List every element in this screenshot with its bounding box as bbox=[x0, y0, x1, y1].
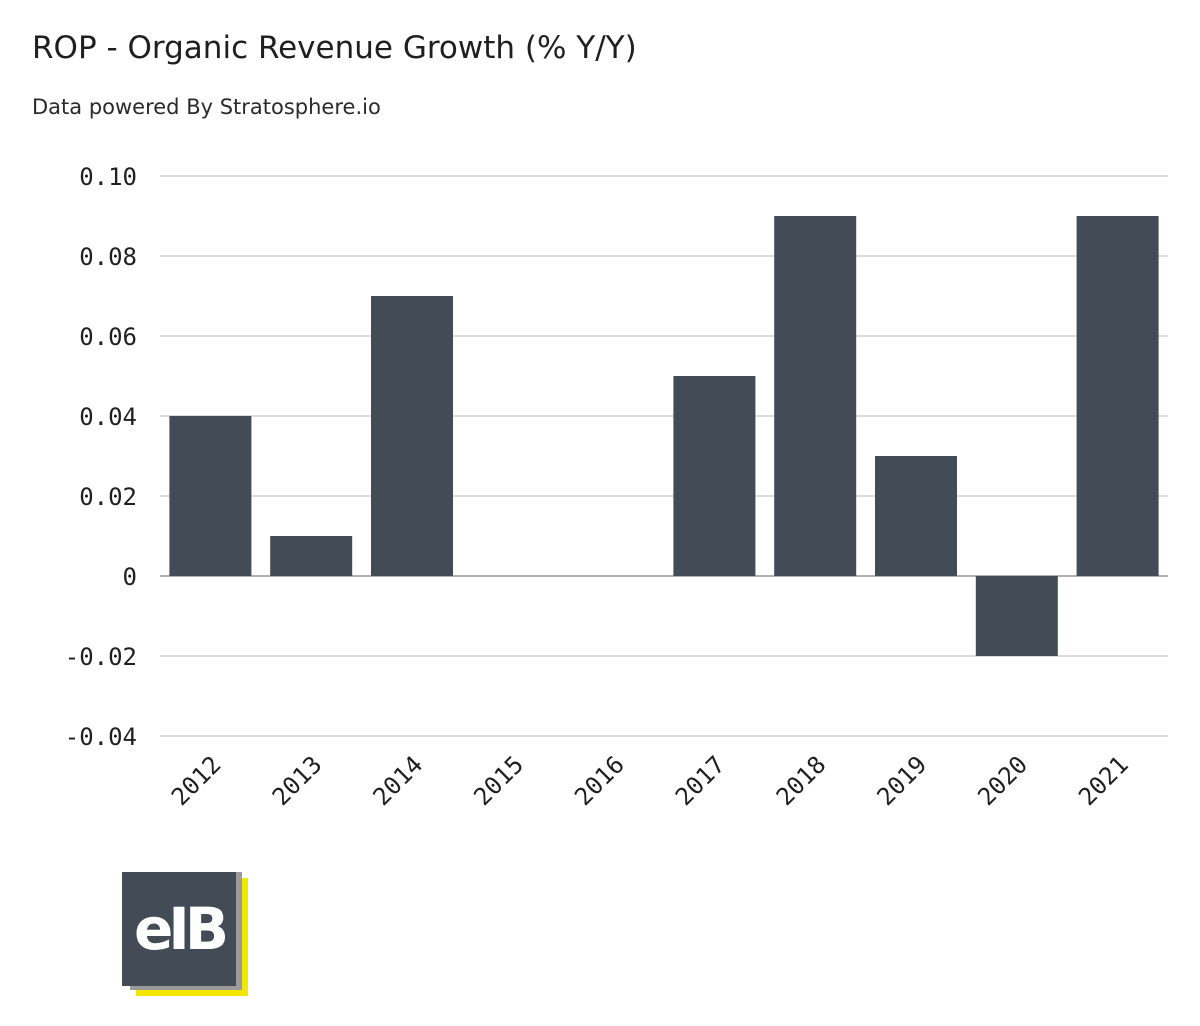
chart-subtitle: Data powered By Stratosphere.io bbox=[32, 95, 381, 119]
x-tick-label: 2018 bbox=[771, 750, 832, 811]
x-tick-label: 2013 bbox=[267, 750, 328, 811]
y-tick-label: 0.04 bbox=[79, 403, 137, 431]
y-tick-label: 0.02 bbox=[79, 483, 137, 511]
x-tick-label: 2017 bbox=[670, 750, 731, 811]
bar-2013 bbox=[270, 536, 353, 576]
bar-2017 bbox=[673, 376, 756, 576]
y-tick-label: -0.02 bbox=[65, 643, 137, 671]
bar-2021 bbox=[1076, 216, 1159, 576]
bar-2018 bbox=[774, 216, 857, 576]
x-tick-label: 2015 bbox=[468, 750, 529, 811]
bars bbox=[169, 216, 1159, 656]
bar-2019 bbox=[875, 456, 957, 576]
chart-title: ROP - Organic Revenue Growth (% Y/Y) bbox=[32, 30, 637, 66]
y-axis-ticks: 0.10 0.08 0.06 0.04 0.02 0 -0.02 -0.04 bbox=[65, 163, 137, 751]
x-tick-label: 2012 bbox=[166, 750, 227, 811]
x-tick-label: 2021 bbox=[1073, 750, 1134, 811]
x-axis-ticks: 2012 2013 2014 2015 2016 2017 2018 2019 2020 2021 bbox=[166, 750, 1134, 811]
bar-chart: 0.10 0.08 0.06 0.04 0.02 0 -0.02 -0.04 2012 2013… bbox=[65, 163, 1168, 811]
bar-2014 bbox=[371, 296, 453, 576]
y-tick-label: -0.04 bbox=[65, 723, 137, 751]
x-tick-label: 2016 bbox=[569, 750, 630, 811]
logo-mark: eIB bbox=[122, 872, 236, 986]
x-tick-label: 2020 bbox=[972, 750, 1033, 811]
x-tick-label: 2019 bbox=[872, 750, 933, 811]
y-tick-label: 0.10 bbox=[79, 163, 137, 191]
bar-2012 bbox=[169, 416, 252, 576]
y-tick-label: 0.06 bbox=[79, 323, 137, 351]
y-tick-label: 0.08 bbox=[79, 243, 137, 271]
y-tick-label: 0 bbox=[123, 563, 137, 591]
x-tick-label: 2014 bbox=[368, 750, 429, 811]
bar-2020 bbox=[975, 576, 1058, 656]
eib-logo: eIB bbox=[122, 872, 248, 996]
